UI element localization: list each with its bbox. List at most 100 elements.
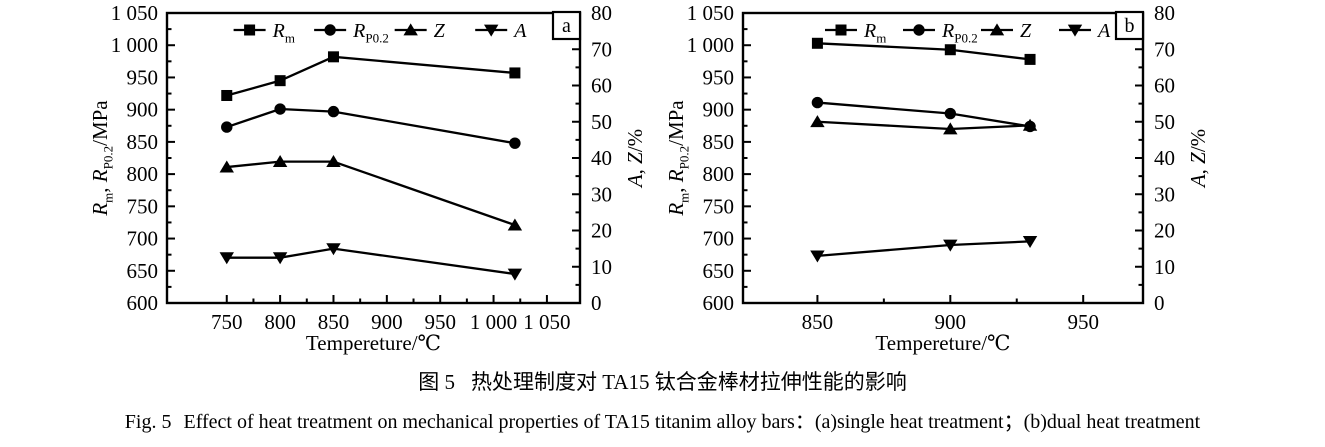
y-axis-left-ticks [167,12,175,304]
data-point-Z [1022,118,1038,131]
y-left-tick-label: 1 000 [111,33,158,57]
data-point-Z [507,218,523,231]
y-left-tick-label: 600 [703,291,735,315]
y-left-tick-label: 800 [703,162,735,186]
y-left-tick-label: 850 [127,130,159,154]
y-right-tick-label: 40 [1154,146,1175,170]
data-point-RP0.2 [327,105,340,118]
legend-marker-A [1067,24,1083,37]
y-axis-left-tick-labels: 600 650 700 750 800 850 900 950 1 000 1 050 [687,1,734,315]
data-point-RP0.2 [274,103,286,115]
y-right-tick-label: 50 [591,110,612,134]
y-left-tick-label: 700 [127,227,159,251]
y-right-tick-label: 70 [1154,37,1175,61]
y-right-tick-label: 10 [1154,255,1175,279]
data-point-RP0.2 [509,137,521,149]
data-point-Z [219,160,234,173]
data-point-A [1022,235,1038,248]
legend-marker-Rm [835,24,847,36]
data-point-RP0.2 [221,121,233,133]
data-point-A [326,243,341,256]
y-left-tick-label: 950 [703,65,735,89]
legend-marker-Z [989,23,1005,36]
legend-marker-Rm [244,24,256,36]
legend-label-Rm: Rm [863,20,886,45]
x-tick-label: 850 [318,310,350,334]
data-point-Rm [509,67,521,79]
y-right-tick-label: 70 [591,37,612,61]
data-point-Rm [221,89,233,101]
y-right-tick-label: 60 [1154,74,1175,98]
data-point-Z [810,115,825,128]
data-point-Rm [1024,53,1036,65]
legend-label-A: A [512,20,527,42]
x-tick-label: 750 [211,310,243,334]
data-point-A [810,250,825,263]
x-axis-ticks [225,295,548,303]
legend-label-Rm: Rm [272,20,295,45]
y-right-tick-label: 0 [591,291,602,315]
x-tick-label: 900 [371,310,403,334]
y-left-tick-label: 900 [703,98,735,122]
y-left-tick-label: 950 [127,65,159,89]
data-point-A [272,252,288,265]
x-axis-ticks [816,295,1085,303]
caption-en-label: Fig. 5 [124,411,172,433]
caption-zh-text: 热处理制度对 TA15 钛合金棒材拉伸性能的影响 [470,370,907,394]
panel-label: b [1125,15,1135,37]
x-axis-tick-labels: 850 900 950 [802,310,1099,334]
data-point-A [943,239,958,252]
legend-item-A: A [1059,20,1111,42]
legend-label-RP0.2: RP0.2 [941,20,978,45]
legend-label-Z: Z [434,20,446,42]
x-tick-label: 800 [264,310,296,334]
y-left-tick-label: 750 [127,194,159,218]
caption-zh-label: 图 5 [418,370,455,394]
legend-item-RP0.2: RP0.2 [314,20,389,45]
y-left-tick-label: 700 [703,227,735,251]
legend: Rm RP0.2 Z A [825,20,1111,45]
x-tick-label: 950 [424,310,456,334]
y-left-tick-label: 1 000 [687,33,734,57]
series-line-Z [817,120,1031,131]
y-right-tick-label: 80 [1154,1,1175,25]
y-left-tick-label: 850 [703,130,735,154]
y-axis-right-ticks [572,12,580,304]
data-point-Rm [274,75,286,87]
legend-marker-Z [403,23,418,36]
data-point-Z [326,155,341,168]
y-axis-left-ticks [743,12,751,304]
y-axis-left-title: Rm, RP0.2/MPa [88,100,116,217]
legend-item-A: A [475,20,527,42]
x-tick-label: 1 050 [523,310,570,334]
x-axis-title: Tempereture/℃ [875,331,1010,355]
y-right-tick-label: 30 [1154,182,1175,206]
y-right-tick-label: 50 [1154,110,1175,134]
charts-row: 750 800 850 900 950 1 000 1 050 600 650 700 750 800… [88,1,1210,355]
y-right-tick-label: 30 [591,182,612,206]
chart-panel-a: 750 800 850 900 950 1 000 1 050600650700750800… [88,1,647,355]
x-tick-label: 950 [1067,310,1099,334]
y-right-tick-label: 20 [591,219,612,243]
legend-item-Rm: Rm [233,20,295,45]
x-axis-title: Tempereture/℃ [306,331,441,355]
legend-item-RP0.2: RP0.2 [903,20,978,45]
y-left-tick-label: 1 050 [111,1,158,25]
legend: Rm RP0.2 Z A [233,20,527,45]
y-left-tick-label: 800 [127,162,159,186]
y-right-tick-label: 20 [1154,219,1175,243]
caption-chinese: 图 5 热处理制度对 TA15 钛合金棒材拉伸性能的影响 [0,366,1325,396]
y-left-tick-label: 650 [127,259,159,283]
y-axis-right-title: A, Z/% [623,129,647,189]
data-point-Rm [944,44,956,56]
y-axis-right-title: A, Z/% [1186,129,1210,189]
series-line-Z [226,160,516,227]
panel-label-box [551,10,582,41]
data-point-RP0.2 [811,96,824,109]
legend-marker-A [484,24,499,37]
legend-item-Z: Z [981,20,1032,42]
legend-label-RP0.2: RP0.2 [352,20,389,45]
legend-marker-RP0.2 [913,24,925,36]
